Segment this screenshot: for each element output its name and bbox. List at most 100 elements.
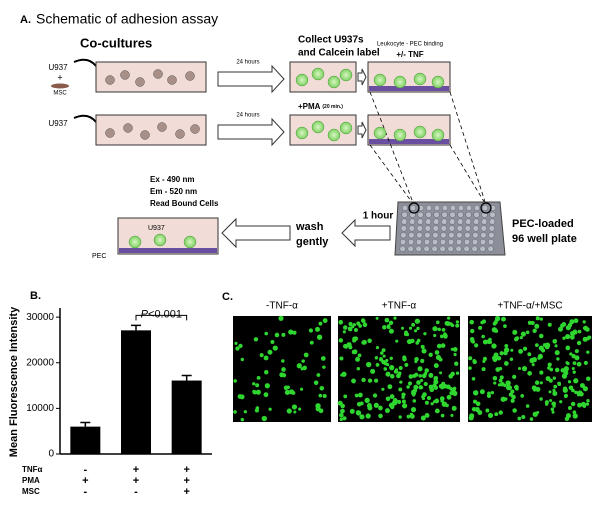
fluorescent-cell: [402, 403, 408, 409]
fluorescent-cell: [535, 316, 540, 321]
well: [449, 218, 456, 225]
fluorescent-cell: [452, 390, 458, 397]
fluorescent-cell: [354, 393, 359, 398]
fluorescent-cell: [512, 329, 518, 335]
wells: [399, 204, 497, 252]
well: [400, 232, 407, 239]
fluorescent-cell: [359, 401, 364, 406]
fluorescent-cell: [434, 408, 440, 414]
read-label: Read Bound Cells: [150, 199, 219, 208]
fluorescent-cell: [572, 413, 578, 419]
condition-value: +: [183, 475, 189, 487]
well: [401, 211, 408, 218]
fluorescent-cell: [435, 354, 442, 361]
fluorescent-cell: [552, 338, 558, 344]
fluorescent-cell: [433, 375, 439, 381]
well: [480, 225, 487, 232]
fluorescent-cell: [472, 390, 479, 396]
fluorescent-cell: [401, 395, 405, 399]
fluorescent-cell: [531, 363, 535, 367]
fluorescent-cell: [375, 345, 380, 350]
fluorescent-cell: [474, 343, 479, 348]
fluorescent-cell: [439, 334, 444, 339]
fluorescent-cell: [418, 374, 422, 378]
fluorescent-cell: [256, 375, 261, 380]
fluorescent-cell: [393, 316, 397, 320]
fluorescent-cell: [488, 337, 492, 342]
fluorescent-cell: [316, 373, 321, 377]
fluorescent-cell: [569, 352, 573, 356]
well: [480, 232, 487, 239]
well: [450, 204, 457, 211]
well: [424, 225, 431, 232]
fluorescent-cell: [508, 392, 513, 397]
fluorescent-cell: [420, 344, 425, 349]
fluorescent-cell: [389, 374, 395, 379]
fluorescent-cell: [352, 323, 356, 327]
fluorescent-cell: [372, 393, 378, 398]
well: [432, 232, 439, 239]
fluorescent-cell: [238, 343, 243, 349]
step-label: +PMA (20 min.): [298, 102, 343, 111]
fluorescent-cell: [491, 343, 497, 349]
cell: [135, 77, 145, 87]
well: [408, 238, 415, 245]
fluorescent-cell: [470, 328, 475, 334]
fluorescent-cell: [517, 366, 522, 371]
step-label: Collect U937s: [298, 35, 364, 46]
fluorescent-cell: [439, 371, 443, 375]
well: [447, 245, 454, 252]
well: [464, 238, 471, 245]
fluorescent-cell: [411, 322, 416, 327]
fluorescent-cell: [532, 328, 537, 334]
fluorescent-cell: [586, 376, 591, 382]
fluorescent-cell: [563, 366, 569, 372]
fluorescent-cell: [575, 390, 579, 394]
fluorescent-cell: [449, 322, 453, 326]
fluorescent-cell: [383, 367, 388, 371]
fluorescent-cell: [567, 405, 572, 410]
fluorescent-cell: [432, 326, 438, 332]
well: [433, 218, 440, 225]
fluorescent-cell: [416, 326, 420, 331]
well: [401, 218, 408, 225]
well: [400, 225, 407, 232]
fluorescent-cell: [477, 410, 483, 416]
image-title: +TNF-α: [382, 301, 417, 312]
cell: [339, 121, 353, 135]
msc-icon: [51, 83, 69, 89]
fluorescent-cell: [582, 320, 586, 324]
fluorescent-cell: [522, 346, 528, 351]
fluorescent-cell: [303, 352, 309, 358]
fluorescent-cell: [586, 350, 590, 354]
fluorescent-cell: [436, 320, 440, 325]
fluorescent-cell: [322, 365, 326, 369]
fluorescent-cell: [570, 401, 576, 407]
bracket: [135, 314, 188, 321]
fluorescent-cell: [580, 401, 586, 407]
fluorescent-cell: [340, 408, 345, 414]
fluorescent-cell: [315, 403, 321, 409]
fluorescent-cell: [565, 325, 571, 331]
fluorescent-cell: [389, 356, 393, 361]
fluorescent-cell: [243, 410, 248, 414]
well: [472, 238, 479, 245]
fluorescent-cell: [424, 368, 429, 373]
fluorescent-cell: [479, 389, 485, 395]
fluorescent-cell: [529, 417, 534, 421]
well-mark: [408, 202, 420, 214]
fluorescent-cell: [367, 378, 373, 383]
step-label: and Calcein label: [298, 48, 380, 59]
fluorescent-cell: [364, 397, 370, 404]
fluorescent-cell: [562, 387, 568, 393]
fluorescent-cell: [267, 349, 273, 355]
fluorescent-cell: [481, 334, 485, 339]
fluorescent-cell: [554, 367, 560, 373]
fluorescent-cell: [525, 404, 530, 408]
fluorescent-cell: [556, 357, 560, 361]
fluorescent-cell: [381, 387, 385, 391]
fluorescent-cell: [551, 401, 557, 407]
error-bar: [181, 374, 192, 381]
well: [490, 204, 497, 211]
fluorescent-cell: [318, 408, 324, 414]
